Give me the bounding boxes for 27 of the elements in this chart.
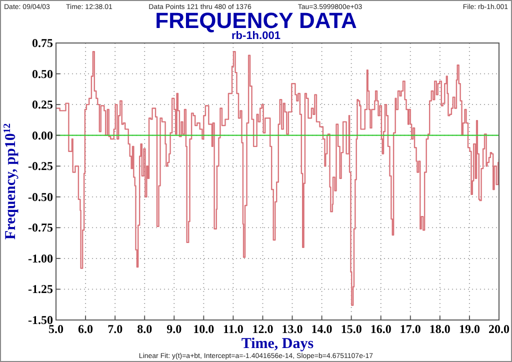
y-tick-label: 0.00 (32, 128, 53, 142)
x-axis-title: Time, Days (241, 336, 314, 352)
chart-title: FREQUENCY DATA (155, 8, 357, 33)
x-tick-label: 11.0 (223, 322, 244, 336)
y-tick-label: 0.75 (32, 36, 53, 50)
x-tick-label: 8.0 (137, 322, 152, 336)
chart-subtitle: rb-1h.001 (232, 30, 280, 42)
x-tick-label: 19.0 (458, 322, 480, 336)
x-tick-label: 16.0 (370, 322, 392, 336)
x-tick-label: 10.0 (193, 322, 214, 336)
x-tick-label: 17.0 (400, 322, 421, 336)
y-tick-label: -0.25 (28, 159, 53, 174)
x-tick-label: 20.0 (488, 322, 510, 336)
y-tick-label: -1.25 (28, 282, 53, 296)
x-tick-label: 14.0 (311, 322, 332, 336)
x-tick-label: 9.0 (166, 322, 182, 336)
x-tick-label: 13.0 (282, 322, 303, 336)
x-tick-label: 6.0 (78, 322, 94, 336)
x-tick-label: 18.0 (429, 322, 450, 336)
x-tick-label: 15.0 (340, 322, 362, 336)
y-tick-label: 0.50 (32, 66, 53, 81)
y-tick-label: -0.75 (28, 220, 53, 235)
y-tick-label: 0.25 (32, 98, 53, 112)
x-tick-label: 12.0 (252, 322, 274, 336)
y-tick-label: -0.50 (28, 190, 53, 204)
y-tick-label: -1.00 (28, 251, 53, 266)
x-tick-label: 7.0 (108, 322, 123, 336)
